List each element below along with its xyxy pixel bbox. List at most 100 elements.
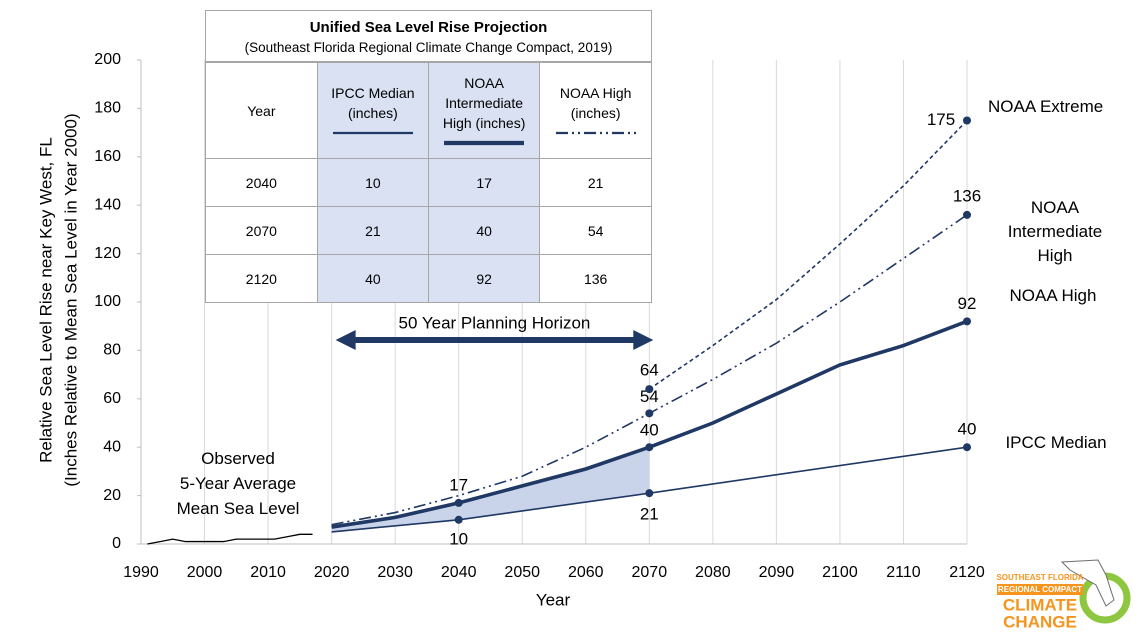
data-point [645,443,654,452]
data-label: 92 [958,294,977,313]
data-label: 54 [640,387,659,406]
table-cell: 21 [539,158,651,207]
annotation-line: 5-Year Average [179,474,297,493]
table-cell: 17 [427,158,541,207]
y-tick-label: 140 [94,196,121,213]
y-tick-label: 80 [103,342,121,359]
table-cell: 92 [427,254,541,302]
y-tick-label: 20 [103,487,121,504]
series-name: IPCC Median [1005,433,1107,452]
column-title: NOAA Intermediate High (inches) [442,74,526,131]
x-tick-label: 2060 [568,564,604,581]
data-label: 40 [640,421,659,440]
data-point [963,443,971,452]
data-label: 175 [927,110,955,129]
logo-text: CHANGE [1003,612,1077,631]
data-point [454,515,463,524]
series-name: NOAA High [1009,286,1097,305]
column-header: NOAA High (inches) [539,62,651,159]
x-tick-label: 2100 [822,564,858,581]
legend-swatch [444,140,525,145]
y-axis-label: (Inches Relative to Mean Sea Level in Ye… [61,113,80,486]
logo: SOUTHEAST FLORIDA REGIONAL COMPACT CLIMA… [996,559,1131,631]
x-tick-label: 2010 [250,564,286,581]
series-name: NOAA Extreme [988,97,1104,116]
x-tick-label: 2080 [695,564,731,581]
x-tick-label: 2020 [314,564,350,581]
logo-text: REGIONAL COMPACT [998,585,1082,594]
logo-text: SOUTHEAST FLORIDA [996,573,1083,582]
observed-line [147,533,313,545]
x-tick-label: 2040 [441,564,477,581]
table-cell: 10 [316,158,430,207]
y-tick-label: 0 [112,535,121,552]
legend-swatch [332,131,413,134]
annotation-line: Observed [201,449,275,468]
data-label: 10 [449,529,468,548]
table-header: Unified Sea Level Rise Projection (South… [206,11,651,62]
logo-text: CLIMATE [1003,595,1077,614]
arrow-head [633,330,654,350]
column-header: NOAA Intermediate High (inches) [427,62,541,159]
y-tick-label: 200 [94,51,121,68]
table-row: 2040 10 17 21 [206,158,651,207]
y-tick-label: 60 [103,390,121,407]
projection-table: Unified Sea Level Rise Projection (South… [205,10,652,303]
x-tick-label: 2090 [759,564,795,581]
data-point [645,385,654,394]
x-tick-label: 2000 [187,564,223,581]
data-point [963,116,971,125]
column-title: NOAA High (inches) [559,84,632,121]
x-axis-label: Year [536,590,571,609]
legend-swatch [555,131,636,134]
table-cell: 2040 [206,158,318,207]
arrow-head [335,330,356,350]
data-point [963,317,971,326]
x-tick-label: 2050 [504,564,540,581]
table-title: Unified Sea Level Rise Projection [309,19,548,36]
y-tick-label: 180 [94,100,121,117]
column-title: IPCC Median (inches) [331,84,415,121]
series-name: NOAA Intermediate High [1007,198,1103,265]
series-line [331,446,968,533]
table-cell: 40 [316,254,430,302]
data-label: 21 [640,505,659,524]
data-point [645,489,654,498]
x-tick-label: 2110 [886,564,921,581]
table-subtitle: (Southeast Florida Regional Climate Chan… [244,40,613,55]
y-tick-label: 120 [94,245,121,262]
y-tick-label: 40 [103,438,121,455]
y-tick-label: 100 [94,293,121,310]
data-point [645,409,654,418]
table-cell: 21 [316,206,430,255]
column-header: IPCC Median (inches) [316,62,430,159]
observed-annotation: Observed 5-Year Average Mean Sea Level [158,446,318,521]
table-cell: 54 [539,206,651,255]
x-tick-label: 2120 [949,564,985,581]
logo-state [1060,559,1115,607]
table-cell: 2120 [206,254,318,302]
annotation-line: Mean Sea Level [176,499,300,518]
table-row: 2120 40 92 136 [206,254,651,302]
data-label: 40 [958,420,977,439]
y-axis-label: Relative Sea Level Rise near Key West, F… [36,137,55,463]
data-label: 136 [953,186,981,205]
table-cell: 2070 [206,206,318,255]
x-tick-label: 2070 [632,564,668,581]
x-tick-label: 1990 [123,564,159,581]
logo-bar [997,584,1083,595]
table-cell: 136 [539,254,651,302]
x-tick-label: 2030 [377,564,413,581]
data-label: 64 [640,361,659,380]
data-point [963,210,971,219]
table-cell: 40 [427,206,541,255]
data-label: 17 [449,475,468,494]
column-title: Year [247,102,276,119]
table-row: 2070 21 40 54 [206,206,651,255]
column-header: Year [206,62,318,159]
series-line [648,119,968,390]
horizon-label: 50 Year Planning Horizon [399,313,591,332]
table: Year IPCC Median (inches) NOAA Intermediat… [206,62,651,302]
